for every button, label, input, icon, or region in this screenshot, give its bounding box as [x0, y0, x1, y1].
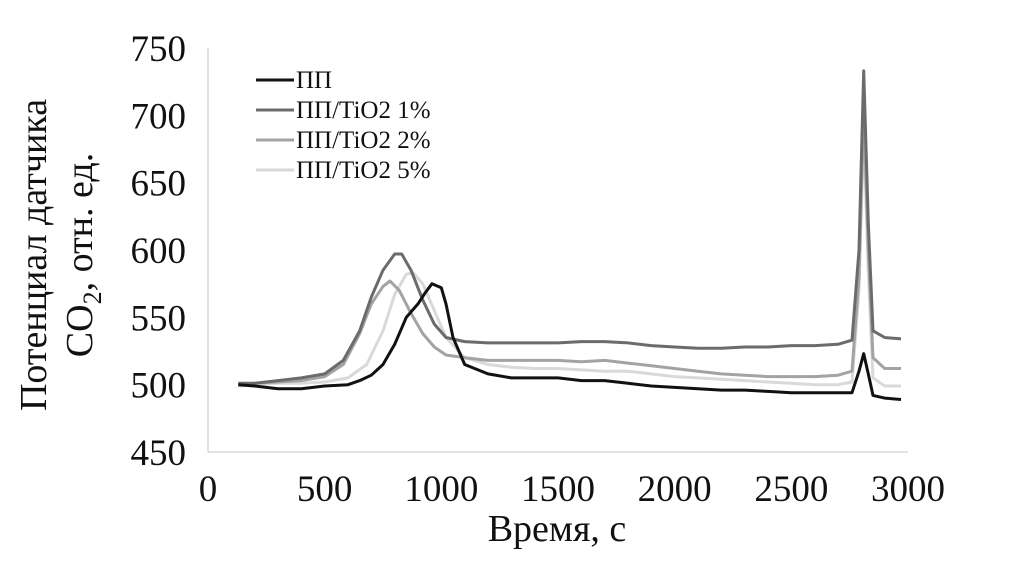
y-tick-label: 750 — [131, 29, 187, 70]
y-axis-title-line1: Потенциал датчика — [13, 99, 55, 411]
legend-label: ПП — [296, 67, 332, 94]
y-tick-label: 600 — [131, 231, 187, 272]
legend: ПП ПП/TiO2 1% ПП/TiO2 2% ПП/TiO2 5% — [256, 67, 431, 184]
x-tick-label: 1500 — [521, 469, 595, 510]
legend-label: ПП/TiO2 5% — [296, 157, 431, 184]
y-tick-label: 450 — [131, 433, 187, 474]
y-tick-labels: 450 500 550 600 650 700 750 — [131, 29, 187, 474]
x-tick-label: 1000 — [404, 469, 478, 510]
y-axis-title-units: , отн. ед. — [59, 153, 101, 292]
series-line-1 — [238, 282, 902, 401]
y-tick-label: 500 — [131, 366, 187, 407]
series-lines — [238, 69, 902, 401]
series-line-4 — [238, 127, 901, 388]
x-tick-label: 2000 — [638, 469, 712, 510]
y-tick-label: 650 — [131, 164, 187, 205]
y-axis-title-line2: CO2, отн. ед. — [59, 153, 107, 357]
x-tick-label: 0 — [199, 469, 218, 510]
x-tick-label: 500 — [297, 469, 353, 510]
y-tick-label: 700 — [131, 96, 187, 137]
x-tick-label: 3000 — [871, 469, 945, 510]
x-tick-label: 2500 — [754, 469, 828, 510]
series-line-2 — [238, 69, 902, 385]
y-tick-label: 550 — [131, 298, 187, 339]
x-tick-labels: 0 500 1000 1500 2000 2500 3000 — [199, 469, 945, 510]
legend-label: ПП/TiO2 1% — [296, 97, 431, 124]
x-axis-title: Время, с — [488, 508, 627, 550]
y-axis-title-subscript: 2 — [78, 291, 107, 304]
y-axis-title-co: CO — [59, 304, 101, 357]
y-axis-title: Потенциал датчика CO2, отн. ед. — [13, 99, 107, 411]
legend-label: ПП/TiO2 2% — [296, 127, 431, 154]
